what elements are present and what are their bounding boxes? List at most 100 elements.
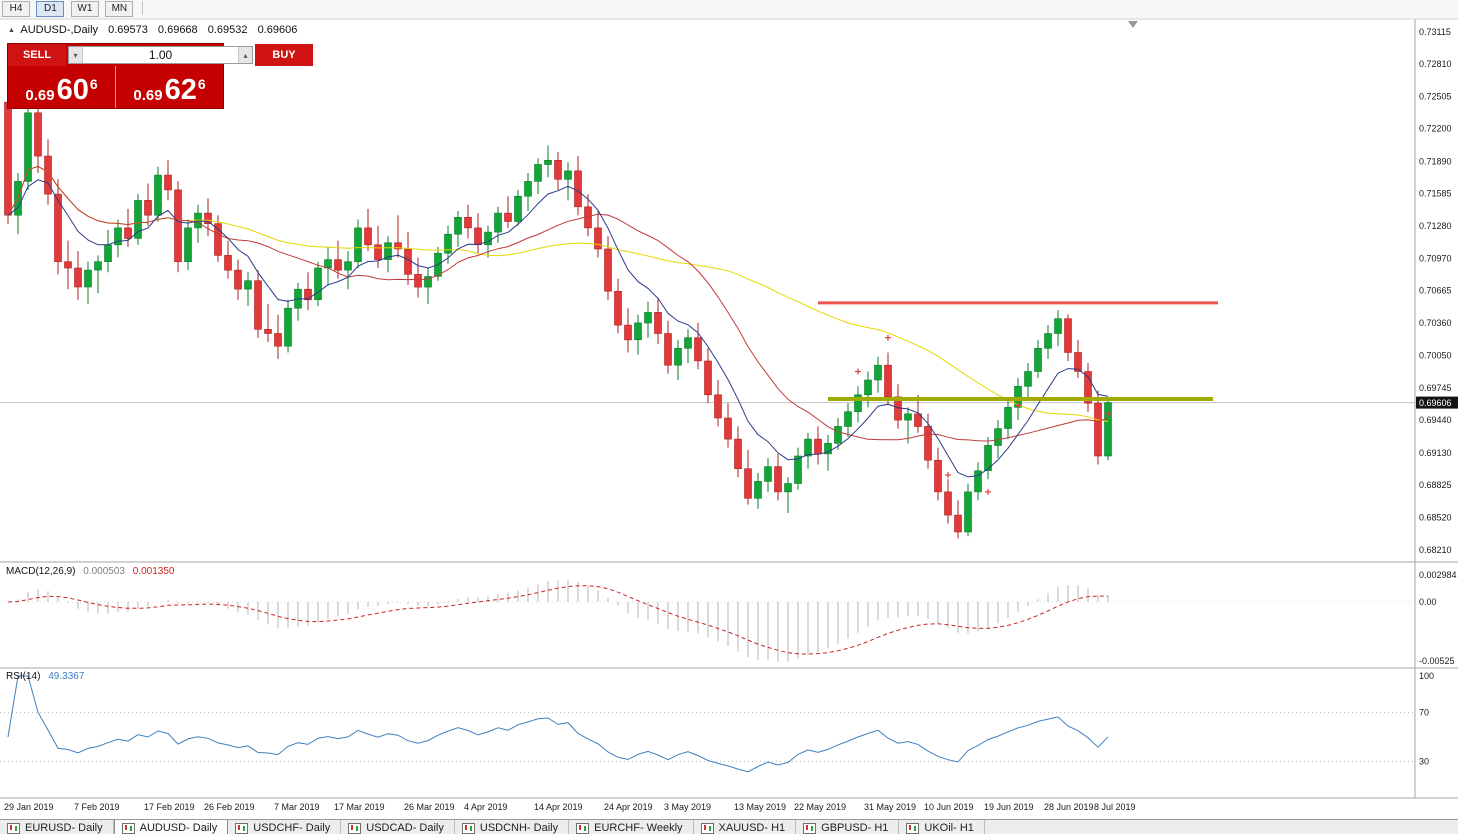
svg-text:0.72505: 0.72505	[1419, 91, 1452, 101]
panel-separators	[0, 18, 1458, 799]
rsi-panel: 100 70 30	[0, 671, 1434, 773]
buy-price-display[interactable]: 0.69 62 6	[116, 66, 223, 108]
tab-usdcnh-daily[interactable]: USDCNH- Daily	[454, 820, 570, 834]
macd-main-value: 0.000503	[83, 566, 125, 577]
candlestick-chart-icon	[348, 823, 362, 834]
date-axis: 29 Jan 2019 7 Feb 2019 17 Feb 2019 26 Feb 2…	[4, 802, 1136, 812]
toolbar-separator	[141, 1, 143, 15]
tab-label: AUDUSD- Daily	[139, 822, 218, 834]
tab-label: UKOil- H1	[924, 822, 974, 834]
rsi-indicator-label: RSI(14) 49.3367	[6, 671, 84, 682]
svg-text:0.68210: 0.68210	[1419, 545, 1452, 555]
timeframe-toolbar: H4 D1 W1 MN	[0, 0, 1458, 18]
buy-button[interactable]: BUY	[255, 44, 313, 66]
markers-layer	[855, 334, 1111, 495]
timeframe-button-d1[interactable]: D1	[36, 1, 65, 17]
symbol-period-label: AUDUSD-,Daily	[20, 24, 99, 36]
chart-tab-bar: EURUSD- Daily AUDUSD- Daily USDCHF- Dail…	[0, 819, 1458, 834]
svg-text:4 Apr 2019: 4 Apr 2019	[464, 802, 508, 812]
trade-controls-row: SELL ▾ ▴ BUY	[8, 44, 313, 66]
svg-text:100: 100	[1419, 671, 1434, 681]
svg-text:0.71585: 0.71585	[1419, 189, 1452, 199]
tab-label: USDCAD- Daily	[366, 822, 444, 834]
macd-indicator-label: MACD(12,26,9) 0.000503 0.001350	[6, 566, 174, 577]
candlestick-chart-icon	[803, 823, 817, 834]
candlestick-chart-icon	[576, 823, 590, 834]
svg-text:0.68520: 0.68520	[1419, 512, 1452, 522]
svg-text:13 May 2019: 13 May 2019	[734, 802, 786, 812]
shift-marker	[1128, 21, 1138, 28]
svg-text:0.71280: 0.71280	[1419, 221, 1452, 231]
volume-input[interactable]	[83, 47, 238, 63]
tab-gbpusd-h1[interactable]: GBPUSD- H1	[796, 820, 900, 834]
svg-text:24 Apr 2019: 24 Apr 2019	[604, 802, 653, 812]
rsi-value: 49.3367	[48, 671, 85, 682]
tab-eurchf-weekly[interactable]: EURCHF- Weekly	[569, 820, 694, 834]
collapse-triangle-icon[interactable]: ▲	[8, 27, 15, 34]
svg-text:70: 70	[1419, 708, 1429, 718]
volume-decrease-icon[interactable]: ▾	[69, 47, 83, 63]
tab-label: EURUSD- Daily	[25, 822, 103, 834]
tab-label: XAUUSD- H1	[718, 822, 786, 834]
timeframe-button-mn[interactable]: MN	[105, 1, 134, 17]
sell-button[interactable]: SELL	[8, 44, 66, 66]
svg-text:0.70360: 0.70360	[1419, 318, 1452, 328]
moving-averages-layer	[7, 165, 1109, 478]
low-value: 0.69532	[207, 24, 248, 36]
macd-title-text: MACD(12,26,9)	[6, 566, 76, 577]
sell-price-big: 60	[56, 74, 89, 107]
sell-price-pipette: 6	[89, 76, 98, 92]
trend-lines-layer	[818, 301, 1218, 401]
tab-audusd-daily[interactable]: AUDUSD- Daily	[113, 820, 229, 834]
tab-usdchf-daily[interactable]: USDCHF- Daily	[228, 820, 342, 834]
svg-text:22 May 2019: 22 May 2019	[794, 802, 846, 812]
tab-usdcad-daily[interactable]: USDCAD- Daily	[341, 820, 455, 834]
buy-price-prefix: 0.69	[133, 87, 163, 104]
svg-text:0.72810: 0.72810	[1419, 59, 1452, 69]
svg-text:14 Apr 2019: 14 Apr 2019	[534, 802, 583, 812]
svg-text:0.69130: 0.69130	[1419, 448, 1452, 458]
candlestick-chart-icon	[700, 823, 714, 834]
svg-text:0.72200: 0.72200	[1419, 124, 1452, 134]
timeframe-button-w1[interactable]: W1	[70, 1, 99, 17]
macd-signal-value: 0.001350	[132, 566, 175, 577]
svg-text:31 May 2019: 31 May 2019	[864, 802, 916, 812]
svg-text:0.70050: 0.70050	[1419, 351, 1452, 361]
svg-text:0.70970: 0.70970	[1419, 254, 1452, 264]
bid-ask-display: 0.69 60 6 0.69 62 6	[8, 66, 223, 108]
svg-text:0.69440: 0.69440	[1419, 415, 1452, 425]
tab-ukoil-h1[interactable]: UKOil- H1	[899, 820, 985, 834]
svg-text:3 May 2019: 3 May 2019	[664, 802, 711, 812]
tab-xauusd-h1[interactable]: XAUUSD- H1	[693, 820, 797, 834]
svg-text:0.68825: 0.68825	[1419, 480, 1452, 490]
chart-ohlc-header: ▲ AUDUSD-,Daily 0.69573 0.69668 0.69532 …	[8, 24, 297, 36]
svg-text:8 Jul 2019: 8 Jul 2019	[1094, 802, 1136, 812]
svg-text:0.71890: 0.71890	[1419, 156, 1452, 166]
buy-price-pipette: 6	[197, 76, 206, 92]
svg-text:-0.00525: -0.00525	[1419, 656, 1455, 666]
tab-label: USDCHF- Daily	[253, 822, 331, 834]
svg-text:7 Mar 2019: 7 Mar 2019	[274, 802, 320, 812]
sell-price-display[interactable]: 0.69 60 6	[8, 66, 116, 108]
tab-label: GBPUSD- H1	[821, 822, 889, 834]
candlestick-chart-icon	[461, 823, 475, 834]
volume-increase-icon[interactable]: ▴	[238, 47, 252, 63]
svg-text:0.73115: 0.73115	[1419, 27, 1451, 37]
tab-eurusd-daily[interactable]: EURUSD- Daily	[0, 820, 114, 834]
candlestick-chart-icon	[7, 823, 20, 834]
volume-stepper: ▾ ▴	[68, 46, 253, 64]
rsi-title-text: RSI(14)	[6, 671, 41, 682]
timeframe-button-h4[interactable]: H4	[2, 1, 30, 17]
svg-text:29 Jan 2019: 29 Jan 2019	[4, 802, 54, 812]
buy-price-big: 62	[164, 74, 197, 107]
high-value: 0.69668	[157, 24, 198, 36]
candles-layer	[4, 94, 1112, 539]
candlestick-chart-icon	[121, 823, 135, 834]
svg-text:17 Mar 2019: 17 Mar 2019	[334, 802, 385, 812]
svg-text:0.00: 0.00	[1419, 597, 1437, 607]
tab-label: EURCHF- Weekly	[594, 822, 683, 834]
svg-text:0.70665: 0.70665	[1419, 286, 1452, 296]
svg-text:0.002984: 0.002984	[1419, 570, 1457, 580]
